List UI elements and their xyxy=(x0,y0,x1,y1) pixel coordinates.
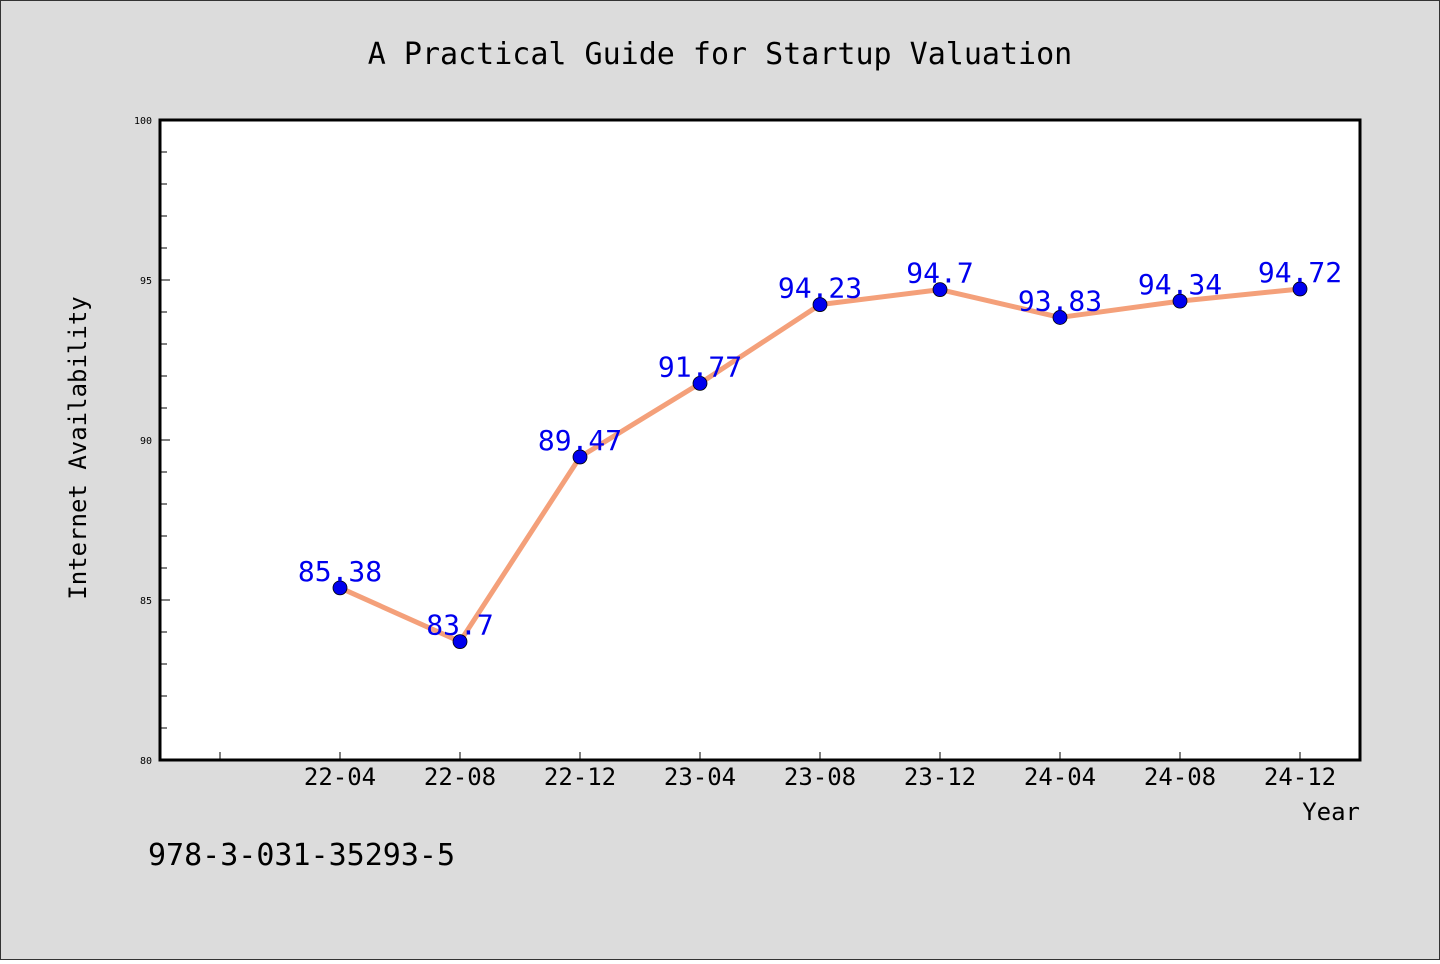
data-label: 94.34 xyxy=(1138,268,1222,301)
data-label: 83.7 xyxy=(426,609,493,642)
chart-title: A Practical Guide for Startup Valuation xyxy=(368,37,1072,72)
y-tick-label: 85 xyxy=(140,596,152,607)
data-point xyxy=(1052,310,1068,325)
data-point xyxy=(692,375,708,391)
data-point xyxy=(932,282,948,298)
x-tick-label: 23-08 xyxy=(784,763,856,791)
data-point xyxy=(452,634,468,649)
data-label: 85.38 xyxy=(298,555,382,588)
data-point xyxy=(1292,281,1308,297)
data-label: 91.77 xyxy=(658,350,742,383)
x-tick-label: 22-04 xyxy=(304,763,376,791)
data-point xyxy=(332,580,348,596)
data-label: 94.23 xyxy=(778,272,862,305)
plot-area xyxy=(158,118,1362,762)
data-label: 89.47 xyxy=(538,424,622,457)
x-tick-label: 22-12 xyxy=(544,763,616,791)
x-tick-label: 23-12 xyxy=(904,763,976,791)
data-label: 94.72 xyxy=(1258,256,1342,289)
series-group: 85.38 83.7 89.47 91.77 94.23 94.7 93.83 94.34 94… xyxy=(298,256,1342,649)
y-tick-label: 95 xyxy=(140,276,152,287)
y-tick-label: 80 xyxy=(140,756,152,767)
y-axis-label: Internet Availability xyxy=(64,296,92,599)
x-tick-label: 24-04 xyxy=(1024,763,1096,791)
y-tick-label: 100 xyxy=(134,116,152,127)
x-tick-label: 24-08 xyxy=(1144,763,1216,791)
x-axis: 22-04 22-08 22-12 23-04 23-08 23-12 24-04 24-08… xyxy=(219,752,1336,791)
data-point xyxy=(1172,293,1188,309)
y-axis: 80 85 90 95 100 xyxy=(134,116,170,767)
footer-isbn: 978-3-031-35293-5 xyxy=(148,838,455,873)
data-point xyxy=(812,297,828,313)
x-tick-label: 23-04 xyxy=(664,763,736,791)
x-axis-label: Year xyxy=(1302,798,1360,826)
y-tick-label: 90 xyxy=(140,436,152,447)
x-tick-label: 24-12 xyxy=(1264,763,1336,791)
data-label: 93.83 xyxy=(1018,284,1102,317)
data-point xyxy=(572,449,588,465)
data-label: 94.7 xyxy=(906,257,973,290)
x-tick-label: 22-08 xyxy=(424,763,496,791)
